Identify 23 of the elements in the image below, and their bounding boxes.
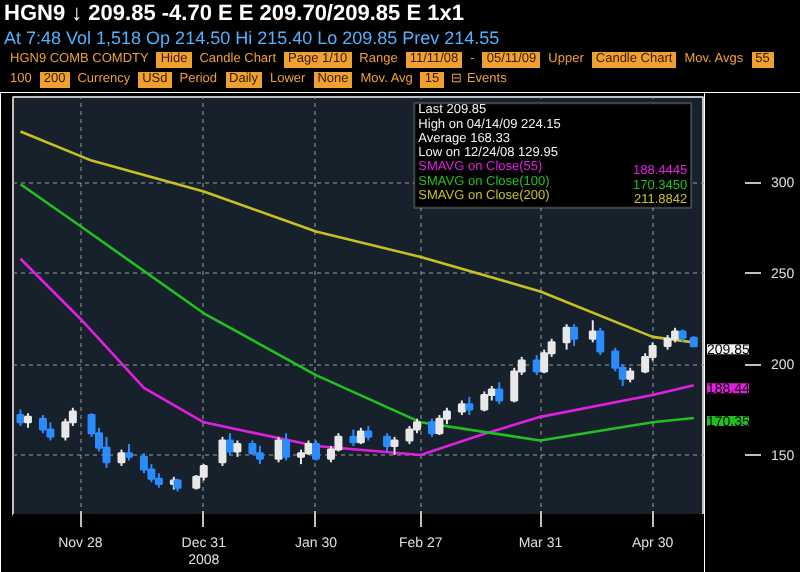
candlestick xyxy=(465,395,474,417)
line-series xyxy=(19,130,696,344)
chart-subtitle: At 7:48 Vol 1,518 Op 214.50 Hi 215.40 Lo 209.85 Prev 214.55 xyxy=(4,28,502,50)
candlestick xyxy=(588,319,597,344)
candlestick xyxy=(435,414,444,437)
candlestick xyxy=(570,323,579,347)
candlestick xyxy=(218,435,227,467)
line-series xyxy=(19,257,696,457)
candlestick xyxy=(139,452,148,475)
chart-title: HGN9 ↓ 209.85 -4.70 E E 209.70/209.85 E 1x1 xyxy=(4,2,466,28)
candlestick xyxy=(427,417,436,438)
candlestick xyxy=(390,435,399,457)
candlestick xyxy=(495,381,504,406)
candlestick xyxy=(225,432,234,457)
candlestick xyxy=(562,323,571,351)
candlestick xyxy=(383,432,392,453)
candlestick xyxy=(274,435,283,464)
candlestick xyxy=(282,432,291,462)
candlestick xyxy=(255,444,264,466)
candlestick xyxy=(102,435,111,469)
candlestick xyxy=(46,421,55,442)
candlestick xyxy=(596,326,605,357)
candlestick xyxy=(38,414,47,435)
